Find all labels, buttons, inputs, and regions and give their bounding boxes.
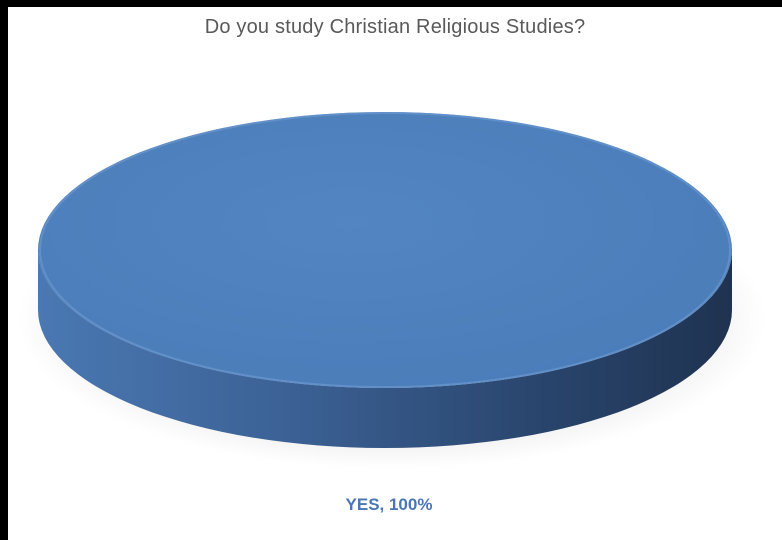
pie-rim-highlight	[39, 112, 731, 388]
data-label-yes: YES, 100%	[346, 495, 433, 514]
pie-slice-yes	[38, 112, 732, 388]
chart-frame: Do you study Christian Religious Studies…	[8, 7, 782, 540]
pie-slice-side-yes	[38, 250, 732, 448]
pie-chart: YES, 100%	[17, 112, 767, 514]
chart-title: Do you study Christian Religious Studies…	[204, 16, 586, 38]
